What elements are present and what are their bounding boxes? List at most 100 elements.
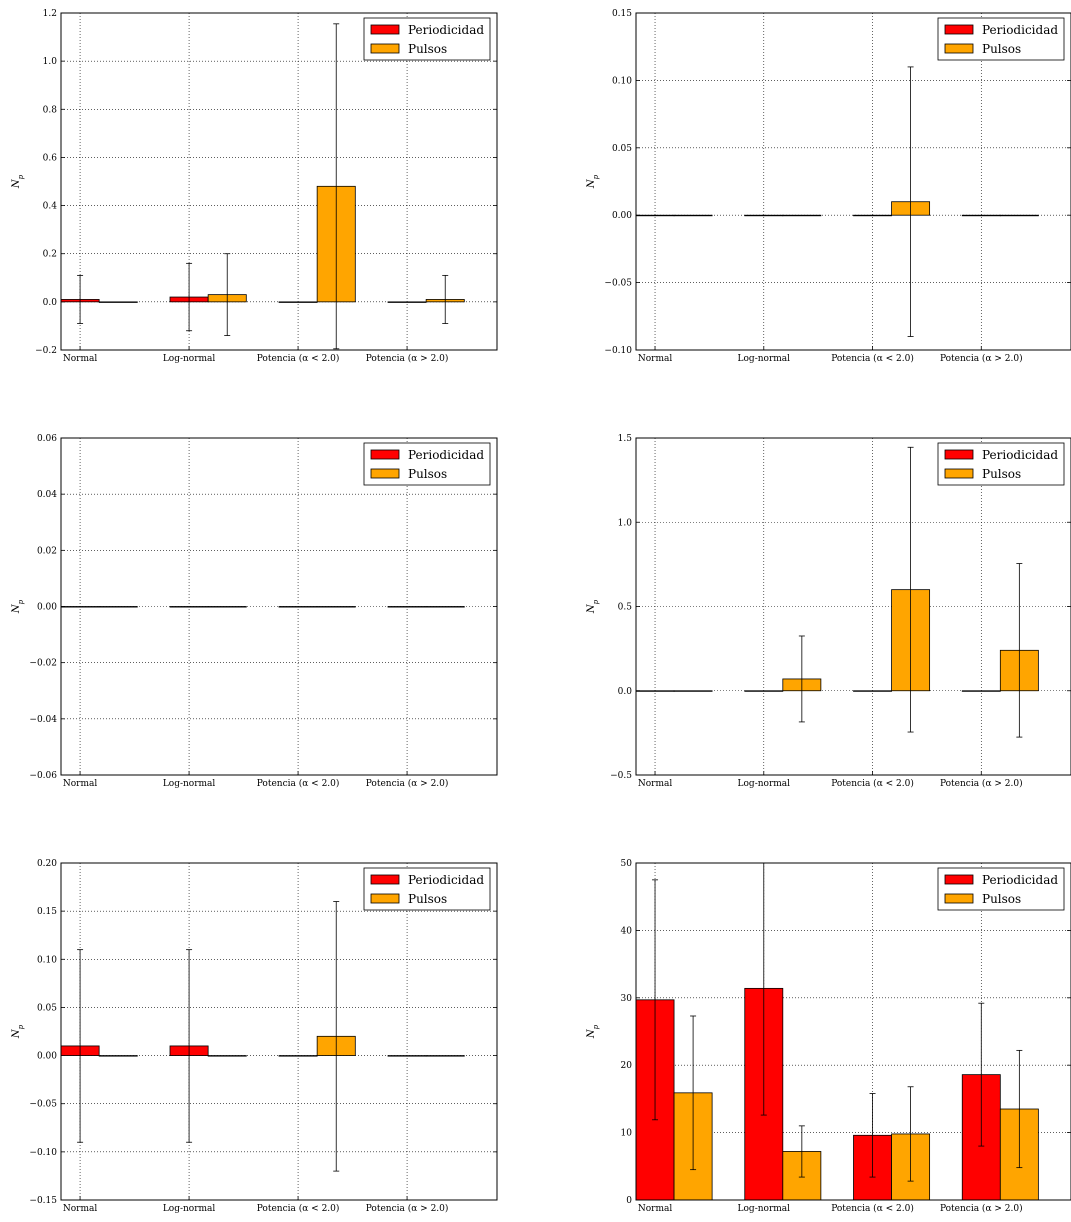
x-tick-label: Potencia (α < 2.0)	[831, 1203, 914, 1214]
x-tick-label: Potencia (α > 2.0)	[940, 1203, 1023, 1214]
y-tick-label: 0.4	[43, 202, 58, 212]
bar-periodicidad	[278, 606, 318, 608]
y-tick-label: 0.20	[37, 859, 57, 869]
bar-periodicidad	[853, 690, 892, 692]
x-tick-label: Normal	[638, 1204, 672, 1214]
x-tick-label: Potencia (α > 2.0)	[366, 1203, 449, 1214]
x-tick-label: Log-normal	[738, 779, 791, 789]
bar-periodicidad	[744, 214, 784, 217]
y-tick-label: 0.00	[37, 603, 57, 613]
bar-pulsos	[673, 214, 713, 217]
chart-panel-5: −0.15 −0.10 −0.05 0.00 0.05 0.10 0.15 0.20 Norma…	[11, 859, 498, 1214]
y-tick-label: −0.05	[604, 279, 632, 289]
legend-swatch-periodicidad	[370, 874, 400, 885]
y-axis-label: Np	[11, 599, 25, 614]
legend-swatch-pulsos	[944, 468, 974, 479]
y-tick-label: 0.04	[37, 490, 57, 500]
legend-label-pulsos: Pulsos	[982, 892, 1021, 906]
x-tick-label: Log-normal	[163, 1204, 216, 1214]
y-tick-label: 0.6	[43, 153, 58, 163]
y-axis-label-subscript: p	[592, 1024, 600, 1029]
y-tick-label: 30	[621, 994, 633, 1004]
legend-label-pulsos: Pulsos	[408, 42, 447, 56]
y-axis-label-subscript: p	[592, 174, 600, 179]
bar-periodicidad	[387, 606, 427, 608]
y-tick-label: −0.5	[610, 771, 632, 781]
y-tick-label: 0.05	[612, 144, 632, 154]
x-tick-label: Log-normal	[738, 1204, 791, 1214]
y-axis-label: Np	[586, 599, 600, 614]
y-tick-label: 40	[621, 926, 633, 936]
y-tick-label: −0.06	[29, 771, 57, 781]
x-tick-label: Potencia (α > 2.0)	[940, 778, 1023, 789]
legend-swatch-pulsos	[944, 893, 974, 904]
bar-pulsos	[98, 1055, 138, 1057]
y-axis-label: Np	[11, 174, 25, 189]
x-tick-label: Normal	[638, 354, 672, 364]
bar-pulsos	[207, 606, 247, 608]
legend-label-periodicidad: Periodicidad	[982, 23, 1058, 37]
axes-frame	[635, 12, 1071, 351]
bar-pulsos	[425, 1055, 465, 1057]
x-tick-label: Normal	[63, 1204, 97, 1214]
legend-label-periodicidad: Periodicidad	[408, 23, 484, 37]
legend-label-pulsos: Pulsos	[408, 467, 447, 481]
y-tick-label: 0.02	[37, 546, 57, 556]
bar-periodicidad	[387, 301, 427, 303]
y-tick-label: 0.15	[37, 907, 57, 917]
y-tick-label: 0.06	[37, 434, 57, 444]
legend-label-pulsos: Pulsos	[982, 42, 1021, 56]
legend-swatch-periodicidad	[944, 874, 974, 885]
legend-label-pulsos: Pulsos	[982, 467, 1021, 481]
y-tick-label: 0.05	[37, 1003, 57, 1013]
bar-pulsos	[207, 1055, 247, 1057]
bar-pulsos	[98, 606, 138, 608]
bar-periodicidad	[278, 301, 318, 303]
y-tick-label: 20	[621, 1061, 633, 1071]
legend-label-pulsos: Pulsos	[408, 892, 447, 906]
y-axis-label: Np	[11, 1024, 25, 1039]
x-tick-label: Potencia (α > 2.0)	[366, 778, 449, 789]
legend-swatch-pulsos	[370, 468, 400, 479]
y-axis-label-subscript: p	[17, 599, 25, 604]
bar-periodicidad	[744, 690, 784, 692]
axes-frame	[635, 862, 1071, 1201]
legend: Periodicidad Pulsos	[937, 867, 1065, 911]
y-axis-label: Np	[586, 174, 600, 189]
x-tick-label: Potencia (α > 2.0)	[940, 353, 1023, 364]
y-tick-label: −0.10	[604, 346, 632, 356]
y-tick-label: −0.2	[35, 346, 57, 356]
legend-label-periodicidad: Periodicidad	[982, 873, 1058, 887]
legend: Periodicidad Pulsos	[363, 442, 491, 486]
y-tick-label: 1.0	[618, 518, 633, 528]
y-axis-label-subscript: p	[17, 174, 25, 179]
x-tick-label: Normal	[63, 779, 97, 789]
x-tick-label: Potencia (α < 2.0)	[831, 353, 914, 364]
legend-swatch-pulsos	[370, 43, 400, 54]
chart-panel-6: 0 10 20 30 40 50 Normal Log-normal Potencia (α <…	[586, 859, 1071, 1214]
y-tick-label: 0.0	[43, 298, 58, 308]
y-tick-label: 0.10	[612, 76, 632, 86]
y-tick-label: 0	[626, 1196, 632, 1206]
bar-periodicidad	[635, 690, 675, 692]
chart-panel-2: −0.10 −0.05 0.00 0.05 0.10 0.15 Normal Log-norm…	[586, 9, 1071, 364]
x-tick-label: Normal	[63, 354, 97, 364]
legend-swatch-periodicidad	[944, 24, 974, 35]
bar-pulsos	[316, 606, 356, 608]
legend: Periodicidad Pulsos	[937, 17, 1065, 61]
axes-frame	[60, 12, 498, 351]
y-tick-label: 0.15	[612, 9, 632, 19]
y-tick-label: 0.00	[612, 211, 632, 221]
legend-swatch-periodicidad	[370, 449, 400, 460]
y-tick-label: −0.04	[29, 715, 57, 725]
x-tick-label: Potencia (α > 2.0)	[366, 353, 449, 364]
x-tick-label: Log-normal	[163, 354, 216, 364]
y-axis-label: Np	[586, 1024, 600, 1039]
bar-periodicidad	[853, 214, 892, 217]
y-tick-label: 0.00	[37, 1052, 57, 1062]
y-tick-label: −0.02	[29, 659, 57, 669]
y-tick-label: 1.5	[618, 434, 633, 444]
bar-pulsos	[98, 301, 138, 303]
bar-periodicidad	[169, 606, 209, 608]
